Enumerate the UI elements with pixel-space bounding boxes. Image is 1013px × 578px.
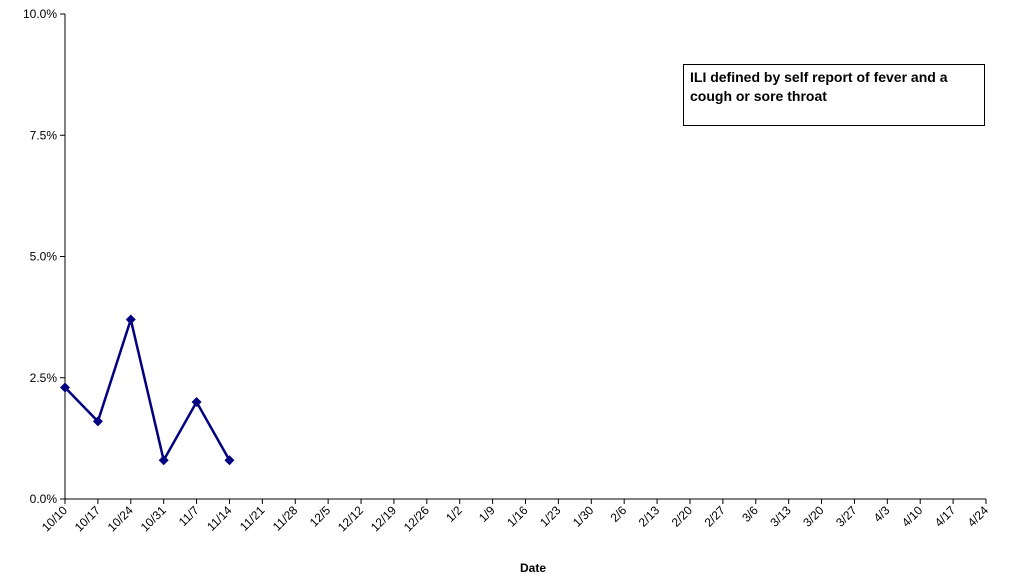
x-tick-label: 10/24 — [105, 503, 136, 534]
x-tick-label: 10/10 — [39, 503, 70, 534]
x-tick-label: 4/17 — [932, 503, 959, 530]
x-tick-label: 11/14 — [204, 503, 235, 534]
y-tick-label: 10.0% — [23, 7, 57, 21]
y-tick-label: 0.0% — [30, 492, 58, 506]
data-point-marker — [92, 416, 103, 427]
x-tick-label: 12/12 — [335, 503, 366, 534]
x-axis: 10/10 10/17 10/24 10/31 11/7 11/14 11/21 11/28 1… — [39, 498, 992, 534]
x-tick-label: 12/5 — [307, 503, 334, 530]
x-tick-label: 1/9 — [476, 503, 498, 525]
series-layer — [60, 314, 235, 466]
x-axis-title: Date — [520, 561, 546, 575]
x-tick-label: 2/13 — [636, 503, 663, 530]
x-tick-label: 2/27 — [702, 503, 729, 530]
x-tick-label: 12/19 — [368, 503, 399, 534]
data-point-marker — [60, 382, 70, 393]
x-tick-label: 3/20 — [800, 503, 827, 530]
x-tick-label: 3/27 — [833, 503, 860, 530]
x-tick-label: 11/28 — [270, 503, 301, 534]
series-line — [64, 314, 231, 464]
x-tick-label: 4/24 — [965, 503, 992, 530]
y-tick-label: 2.5% — [30, 371, 58, 385]
annotation-box: ILI defined by self report of fever and … — [683, 64, 985, 126]
x-tick-label: 1/2 — [443, 503, 465, 525]
y-axis: 0.0% 2.5% 5.0% 7.5% 10.0% — [23, 7, 66, 506]
data-point-marker — [125, 314, 136, 325]
x-tick-label: 12/26 — [401, 503, 432, 534]
data-point-marker — [224, 455, 235, 466]
x-tick-label: 1/23 — [537, 503, 564, 530]
x-tick-label: 4/10 — [899, 503, 926, 530]
annotation-text: ILI defined by self report of fever and … — [690, 69, 948, 104]
x-tick-label: 11/7 — [176, 503, 202, 529]
x-tick-label: 4/3 — [871, 503, 893, 525]
x-tick-label: 1/16 — [504, 503, 531, 530]
x-tick-label: 2/20 — [669, 503, 696, 530]
y-tick-label: 7.5% — [30, 128, 58, 142]
x-tick-label: 1/30 — [570, 503, 597, 530]
x-tick-label: 3/6 — [739, 503, 761, 525]
data-point-marker — [158, 455, 169, 466]
x-tick-label: 11/21 — [237, 503, 268, 534]
x-tick-label: 3/13 — [767, 503, 794, 530]
y-tick-label: 5.0% — [30, 250, 58, 264]
x-tick-label: 2/6 — [608, 503, 630, 525]
x-tick-label: 10/31 — [138, 503, 169, 534]
data-point-marker — [191, 397, 202, 407]
x-tick-label: 10/17 — [72, 503, 103, 534]
